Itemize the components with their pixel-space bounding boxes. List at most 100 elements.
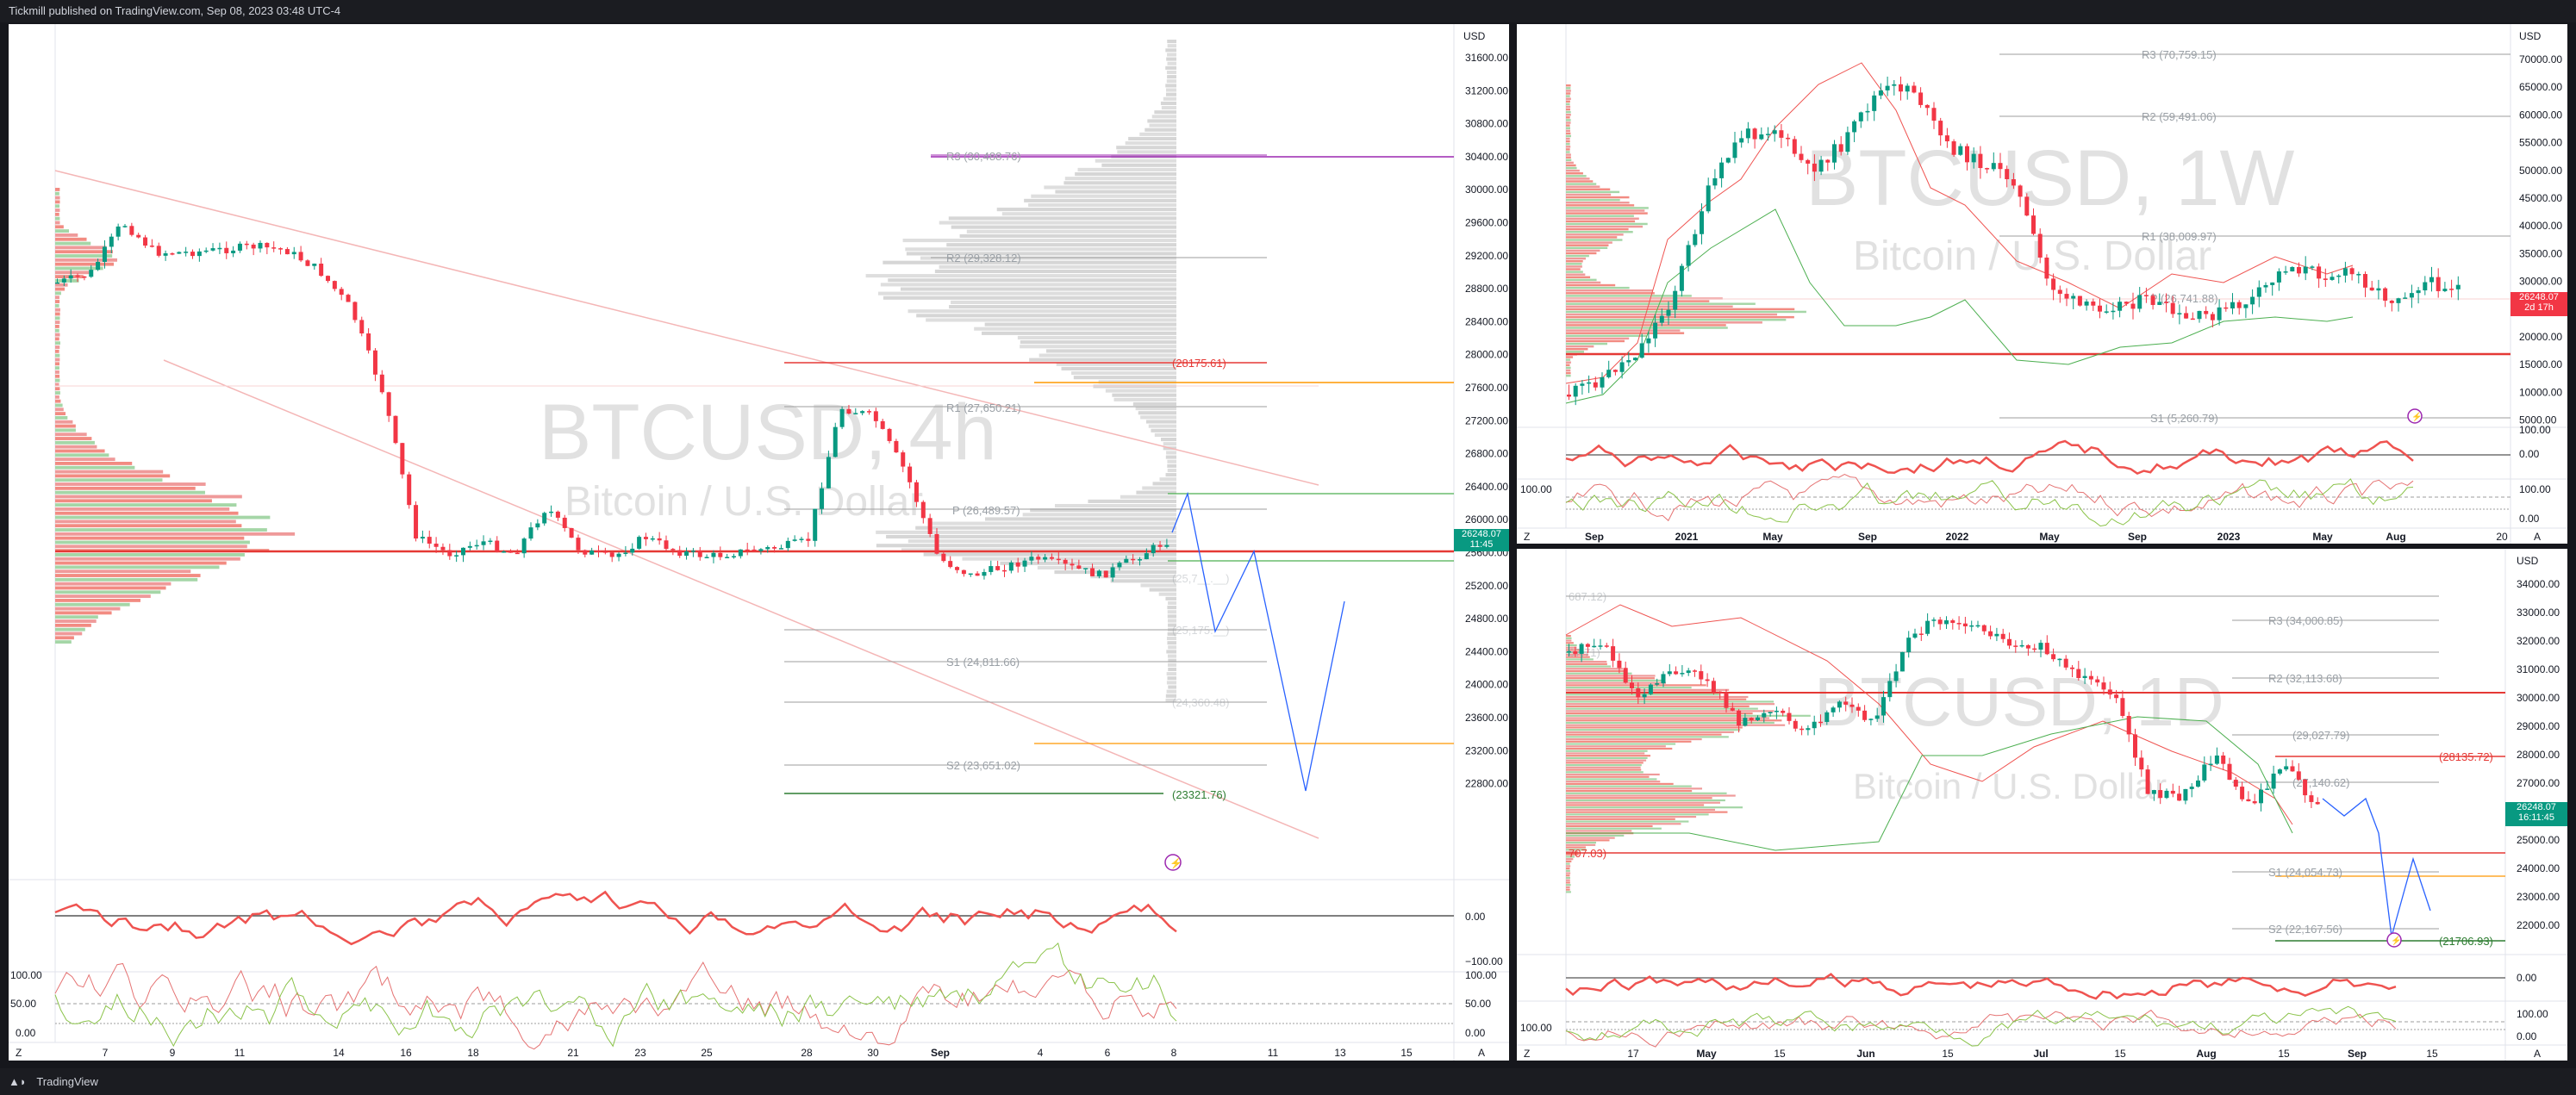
price-tick: 55000.00: [2519, 137, 2562, 149]
time-tick: 14: [333, 1047, 345, 1059]
price-axis[interactable]: USD 70000.00 65000.00 60000.00 55000.00 5000…: [2519, 30, 2562, 426]
time-tick: 7: [103, 1047, 109, 1059]
candlestick-series: [1567, 76, 2461, 406]
osc1-tick-1: −100.00: [1465, 955, 1503, 967]
price-tick: 10000.00: [2519, 386, 2562, 398]
price-tick: 30000.00: [2519, 276, 2562, 288]
stoch-line-1: [1565, 1009, 2397, 1048]
price-tick: 28400.00: [1465, 315, 1508, 327]
zoom-corner-button[interactable]: Z: [1524, 1048, 1530, 1060]
time-tick: 2023: [2217, 531, 2241, 543]
price-axis[interactable]: USD 34000.00 33000.00 32000.00 31000.00 3000…: [2517, 555, 2560, 931]
time-tick: 18: [467, 1047, 479, 1059]
osc2-tick-1: 0.00: [2519, 513, 2540, 525]
oscillator-line: [1565, 973, 2397, 1000]
time-tick: 21: [567, 1047, 579, 1059]
level-label-low: (23321.76): [1172, 788, 1226, 801]
lower-band: [1565, 208, 2354, 404]
watermark-description: Bitcoin / U.S. Dollar: [1853, 766, 2167, 806]
time-tick: 23: [634, 1047, 646, 1059]
osc1-tick-0: 100.00: [2519, 424, 2551, 436]
time-tick: 13: [1334, 1047, 1346, 1059]
time-tick: 9: [170, 1047, 176, 1059]
price-tick: 24800.00: [1465, 613, 1508, 625]
pivot-r2-label: R2 (29,328.12): [946, 252, 1021, 264]
zoom-corner-button[interactable]: Z: [1524, 531, 1530, 543]
time-tick: 17: [1627, 1048, 1639, 1060]
event-icon[interactable]: [2386, 932, 2402, 948]
osc2-tick-1: 50.00: [1465, 998, 1491, 1010]
pivot-r1-label: (29,027.79): [2292, 729, 2350, 742]
watermark-description: Bitcoin / U.S. Dollar: [1853, 233, 2211, 279]
price-tick: 30000.00: [1465, 184, 1508, 196]
last-price-tag: 26248.07 11:45: [1454, 529, 1509, 551]
time-tick: Aug: [2386, 531, 2405, 543]
volume-profile-right: [865, 40, 1176, 702]
time-tick: 15: [2278, 1048, 2290, 1060]
time-tick: Sep: [2348, 1048, 2367, 1060]
time-tick: Jul: [2033, 1048, 2048, 1060]
publish-header: Tickmill published on TradingView.com, S…: [0, 0, 2576, 22]
chart-1d-canvas[interactable]: BTCUSD, 1D Bitcoin / U.S. Dollar R3 (34,…: [1517, 549, 2567, 1061]
time-tick: 15: [1400, 1047, 1413, 1059]
pivot-r1-label: R1 (38,009.97): [2142, 230, 2217, 243]
auto-scale-button[interactable]: A: [1478, 1047, 1485, 1059]
time-axis[interactable]: 7 9 11 14 16 18 21 23 25 28 30 Sep 4 6 8 11 13 15: [103, 1047, 1413, 1059]
price-axis[interactable]: USD 31600.00 31200.00 30800.00 30400.00 3000…: [1463, 30, 1508, 790]
price-tick: 24400.00: [1465, 645, 1508, 657]
tradingview-logo-icon[interactable]: ▲◗: [9, 1075, 27, 1088]
price-tick: 70000.00: [2519, 53, 2562, 65]
candlestick-series: [55, 222, 1169, 582]
chart-1w-canvas[interactable]: BTCUSD, 1W Bitcoin / U.S. Dollar R3 (70,…: [1517, 24, 2567, 544]
time-tick: 4: [1038, 1047, 1044, 1059]
price-tick: 30000.00: [2517, 692, 2560, 704]
price-tick: 40000.00: [2519, 220, 2562, 232]
price-tick: 23200.00: [1465, 744, 1508, 756]
price-tick: 26800.00: [1465, 448, 1508, 460]
auto-scale-button[interactable]: A: [2534, 1048, 2541, 1060]
osc1-tick-0: 0.00: [2517, 972, 2537, 984]
watermark-symbol: BTCUSD, 4h: [539, 389, 997, 476]
price-tick: 33000.00: [2517, 607, 2560, 619]
chart-4h-panel[interactable]: BTCUSD, 4h Bitcoin / U.S. Dollar R3 (30,…: [9, 24, 1509, 1061]
osc2-tick-0: 100.00: [2519, 483, 2551, 495]
price-tick: 28800.00: [1465, 283, 1508, 295]
time-tick: 25: [701, 1047, 713, 1059]
time-tick: 11: [234, 1047, 246, 1059]
price-tick: 23600.00: [1465, 712, 1508, 724]
last-price-value: 26248.07: [2519, 292, 2559, 302]
price-tick: 31000.00: [2517, 663, 2560, 675]
auto-scale-button[interactable]: A: [2534, 531, 2541, 543]
oscillator-line: [1565, 439, 2414, 476]
price-tick: 26000.00: [1465, 513, 1508, 526]
event-icon[interactable]: [2407, 408, 2423, 424]
publish-footer: ▲◗ TradingView: [0, 1068, 2576, 1095]
left-cut-label-1: 687.12): [1569, 590, 1606, 603]
chart-4h-canvas[interactable]: BTCUSD, 4h Bitcoin / U.S. Dollar R3 (30,…: [9, 24, 1509, 1061]
pivot-faint-1: (25,7__.__): [1172, 572, 1230, 585]
chart-1d-panel[interactable]: BTCUSD, 1D Bitcoin / U.S. Dollar R3 (34,…: [1517, 549, 2567, 1061]
event-icon[interactable]: [1164, 854, 1182, 871]
currency-label: USD: [1463, 30, 1486, 42]
upper-band: [1565, 604, 2293, 825]
zoom-corner-button[interactable]: Z: [16, 1047, 22, 1059]
price-tick: 29000.00: [2517, 720, 2560, 732]
price-tick: 31600.00: [1465, 52, 1508, 64]
svg-text:⚡: ⚡: [1169, 857, 1182, 869]
time-axis[interactable]: Sep 2021 May Sep 2022 May Sep 2023 May Aug 20: [1585, 531, 2508, 543]
time-axis[interactable]: 17 May 15 Jun 15 Jul 15 Aug 15 Sep 15: [1627, 1048, 2438, 1060]
last-price-value: 26248.07: [1462, 529, 1501, 539]
osc2-tick-0: 100.00: [2517, 1008, 2548, 1020]
price-tick: 15000.00: [2519, 358, 2562, 370]
left-cut-label-2: 67.71): [1569, 646, 1600, 659]
osc1-tick-1: 0.00: [2519, 448, 2540, 460]
pivot-r3-label: R3 (70,759.15): [2142, 48, 2217, 61]
time-tick: May: [2039, 531, 2060, 543]
osc2-tick-2: 0.00: [1465, 1027, 1486, 1039]
price-tick: 28000.00: [1465, 349, 1508, 361]
price-tick: 34000.00: [2517, 578, 2560, 590]
chart-1w-panel[interactable]: BTCUSD, 1W Bitcoin / U.S. Dollar R3 (70,…: [1517, 24, 2567, 544]
time-tick: 28: [801, 1047, 813, 1059]
price-tick: 27600.00: [1465, 382, 1508, 394]
time-tick: Sep: [1858, 531, 1877, 543]
